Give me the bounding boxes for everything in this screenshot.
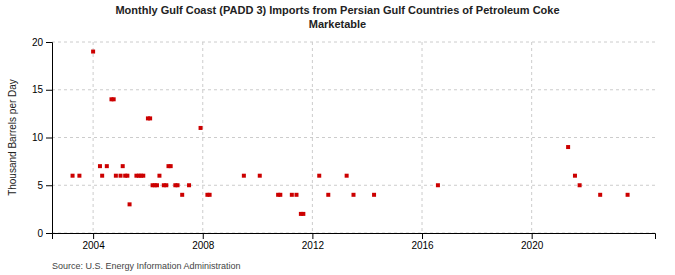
y-tick-mark	[46, 138, 52, 139]
grid-line	[52, 137, 655, 138]
title: Monthly Gulf Coast (PADD 3) Imports from…	[115, 4, 559, 30]
point	[278, 193, 282, 197]
point	[326, 193, 330, 197]
plot: 2004 2008 2012 2016 2020 0 5 10 15 20 Thousand Bar…	[7, 37, 656, 251]
point	[199, 126, 203, 130]
x-tick-mark	[532, 233, 533, 239]
point	[125, 174, 129, 178]
y-tick-mark	[46, 233, 52, 234]
grid-line	[52, 42, 655, 43]
x-tick: 2020	[521, 233, 544, 251]
y-tick: 5	[37, 180, 52, 191]
grid-line	[93, 42, 94, 233]
grid-line	[52, 185, 655, 186]
x-axis-line	[53, 234, 656, 240]
point	[164, 183, 168, 187]
point	[573, 174, 577, 178]
y-tick-label: 15	[32, 84, 44, 95]
y-tick-label: 0	[37, 228, 43, 239]
point	[176, 183, 180, 187]
point	[566, 145, 570, 149]
x-tick-label: 2004	[82, 240, 105, 251]
point	[301, 212, 305, 216]
point	[119, 174, 123, 178]
point	[294, 193, 298, 197]
x-tick: 2012	[302, 233, 325, 251]
grid-line	[52, 89, 655, 90]
y-axis-title: Thousand Barrels per Day	[7, 79, 18, 196]
point	[352, 193, 356, 197]
point	[242, 174, 246, 178]
x-tick-label: 2008	[192, 240, 215, 251]
point	[112, 97, 116, 101]
point	[98, 164, 102, 168]
x-tick-label: 2012	[302, 240, 325, 251]
x-tick: 2016	[411, 233, 434, 251]
points	[71, 50, 630, 216]
point	[148, 116, 152, 120]
point	[121, 164, 125, 168]
y-tick: 15	[32, 84, 52, 95]
y-tick-mark	[46, 90, 52, 91]
x-tick-label: 2020	[521, 240, 544, 251]
point	[345, 174, 349, 178]
y-tick-mark	[46, 42, 52, 43]
point	[155, 183, 159, 187]
grid-line	[422, 42, 423, 233]
y-tick-label: 10	[32, 132, 44, 143]
x-axis: 2004 2008 2012 2016 2020	[53, 233, 656, 251]
x-tick: 2004	[82, 233, 105, 251]
grid	[52, 42, 655, 233]
x-tick-mark	[312, 233, 313, 239]
x-tick-label: 2016	[411, 240, 434, 251]
point	[290, 193, 294, 197]
grid-line	[312, 42, 313, 233]
point	[91, 50, 95, 54]
x-tick-mark	[422, 233, 423, 239]
y-tick: 20	[32, 37, 52, 48]
point	[180, 193, 184, 197]
grid-line	[202, 42, 203, 233]
point	[169, 164, 173, 168]
point	[128, 202, 132, 206]
chart: Monthly Gulf Coast (PADD 3) Imports from…	[0, 0, 675, 275]
point	[578, 183, 582, 187]
annotation: Source: U.S. Energy Information Administ…	[52, 261, 241, 271]
point	[208, 193, 212, 197]
grid-line	[531, 42, 532, 233]
point	[317, 174, 321, 178]
x-tick: 2008	[192, 233, 215, 251]
x-tick-mark	[203, 233, 204, 239]
x-tick-mark	[93, 233, 94, 239]
point	[598, 193, 602, 197]
y-axis: 0 5 10 15 20	[32, 37, 53, 239]
point	[71, 174, 75, 178]
point	[157, 174, 161, 178]
point	[187, 183, 191, 187]
point	[114, 174, 118, 178]
point	[436, 183, 440, 187]
point	[100, 174, 104, 178]
point	[372, 193, 376, 197]
y-tick-label: 5	[37, 180, 43, 191]
point	[626, 193, 630, 197]
y-tick: 10	[32, 132, 52, 143]
y-tick-label: 20	[32, 37, 44, 48]
y-tick-mark	[46, 185, 52, 186]
y-tick: 0	[37, 228, 52, 239]
point	[258, 174, 262, 178]
point	[77, 174, 81, 178]
point	[105, 164, 109, 168]
y-axis-line	[46, 43, 53, 234]
point	[141, 174, 145, 178]
